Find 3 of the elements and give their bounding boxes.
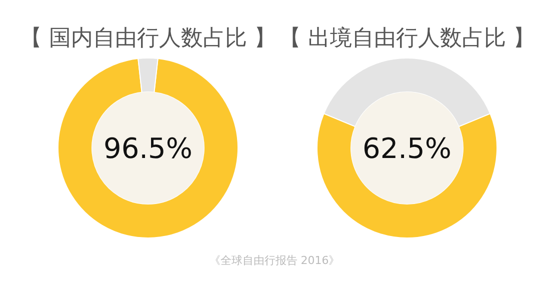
title: 【 国内自由行人数占比 】 bbox=[20, 26, 276, 51]
annotation: 《全球自由行报告 2016》 bbox=[209, 254, 340, 267]
title: 【 出境自由行人数占比 】 bbox=[279, 26, 535, 51]
